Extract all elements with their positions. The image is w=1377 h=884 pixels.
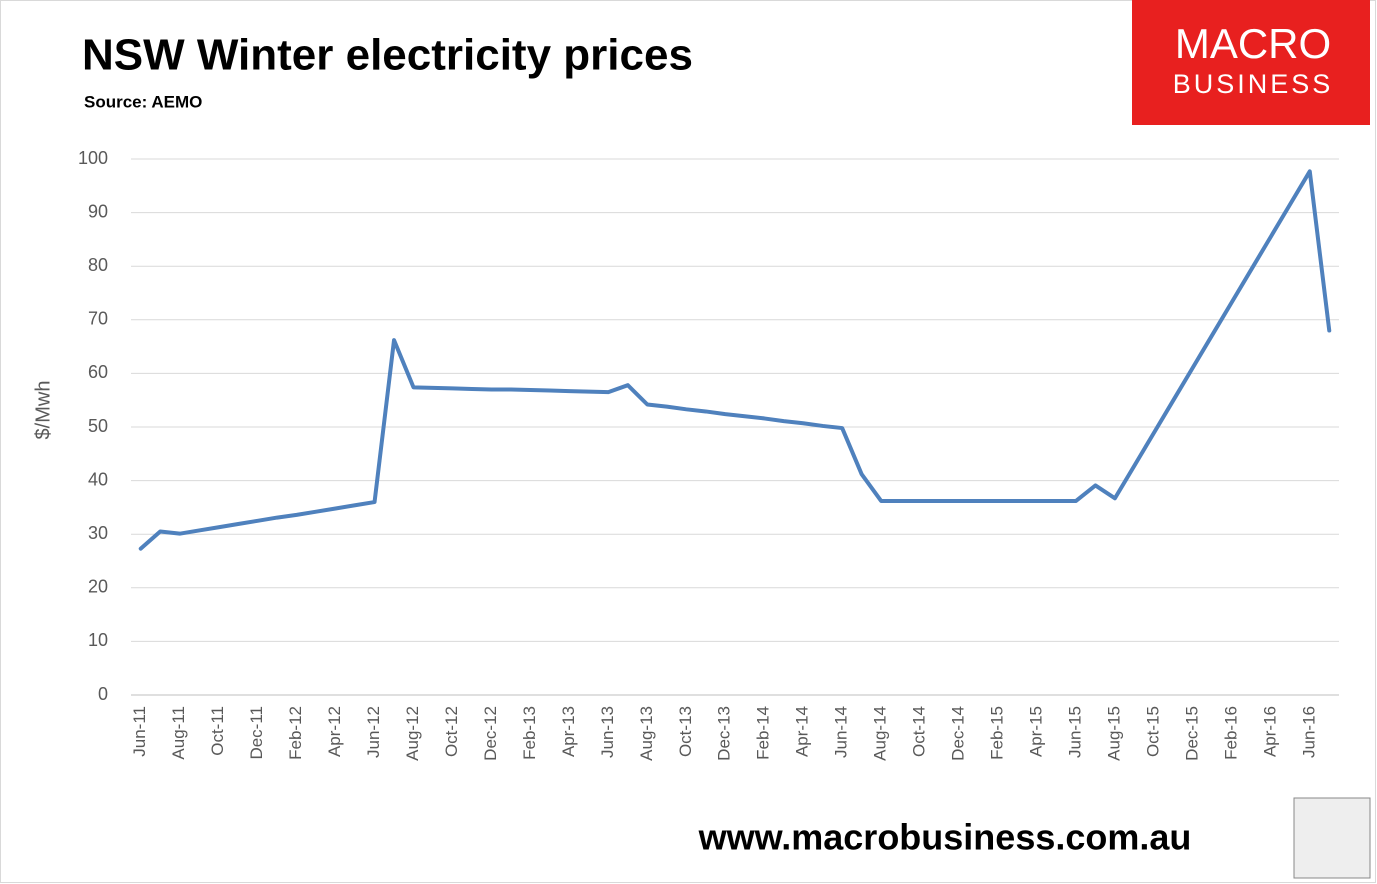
x-tick-label: Apr-13 [559, 706, 578, 757]
x-tick-label: Dec-14 [949, 706, 968, 761]
x-tick-label: Apr-16 [1260, 706, 1279, 757]
x-tick-label: Dec-12 [481, 706, 500, 761]
x-tick-label: Feb-13 [520, 706, 539, 760]
y-tick-label: 60 [88, 362, 108, 382]
x-tick-label: Aug-13 [637, 706, 656, 761]
x-tick-label: Feb-16 [1221, 706, 1240, 760]
data-line [138, 169, 1332, 551]
x-tick-label: Jun-14 [832, 706, 851, 758]
y-tick-label: 100 [78, 148, 108, 168]
y-tick-label: 0 [98, 684, 108, 704]
x-tick-label: Aug-14 [871, 706, 890, 761]
wolf-icon [1293, 797, 1371, 879]
chart-title: NSW Winter electricity prices [82, 31, 693, 80]
x-tick-label: Feb-14 [754, 706, 773, 760]
y-tick-label: 50 [88, 416, 108, 436]
x-tick-label: Dec-15 [1182, 706, 1201, 761]
x-tick-label: Apr-12 [325, 706, 344, 757]
x-tick-label: Jun-16 [1299, 706, 1318, 758]
logo-box [1132, 0, 1370, 125]
logo-text: BUSINESS [1173, 69, 1334, 99]
y-tick-label: 10 [88, 630, 108, 650]
x-tick-label: Jun-11 [130, 706, 149, 757]
x-tick-label: Oct-13 [676, 706, 695, 757]
x-tick-label: Oct-15 [1143, 706, 1162, 757]
logo-text: MACRO [1175, 20, 1331, 67]
x-tick-label: Jun-12 [364, 706, 383, 758]
x-tick-label: Dec-13 [715, 706, 734, 761]
x-tick-label: Aug-15 [1104, 706, 1123, 761]
y-axis-label: $/Mwh [32, 381, 54, 440]
x-tick-label: Aug-11 [169, 706, 188, 760]
y-tick-label: 80 [88, 255, 108, 275]
y-tick-label: 20 [88, 577, 108, 597]
y-tick-label: 40 [88, 469, 108, 489]
x-tick-label: Dec-11 [247, 706, 266, 760]
y-tick-label: 30 [88, 523, 108, 543]
x-tick-label: Feb-15 [988, 706, 1007, 760]
x-tick-label: Aug-12 [403, 706, 422, 761]
x-tick-label: Oct-12 [442, 706, 461, 757]
x-tick-label: Oct-11 [208, 706, 227, 756]
x-tick-label: Apr-15 [1026, 706, 1045, 757]
x-tick-label: Jun-15 [1065, 706, 1084, 758]
x-tick-label: Oct-14 [910, 706, 929, 757]
y-tick-label: 70 [88, 309, 108, 329]
footer-url: www.macrobusiness.com.au [698, 817, 1192, 858]
x-tick-label: Feb-12 [286, 706, 305, 760]
chart-subtitle: Source: AEMO [84, 92, 202, 111]
y-tick-label: 90 [88, 201, 108, 221]
x-tick-label: Jun-13 [598, 706, 617, 758]
x-tick-label: Apr-14 [793, 706, 812, 757]
